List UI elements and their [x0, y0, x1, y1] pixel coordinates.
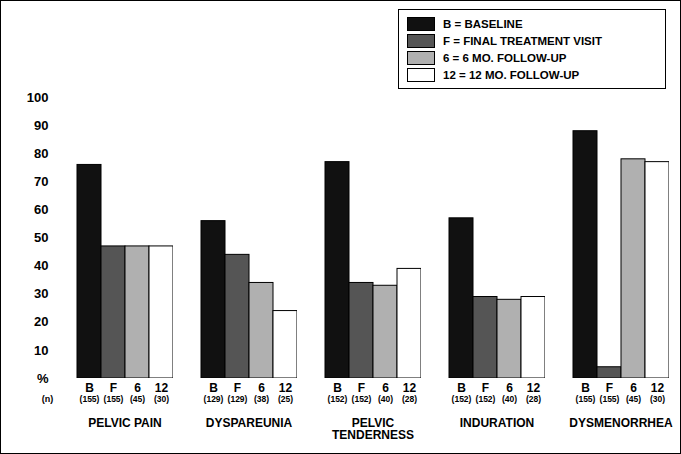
svg-text:(25): (25): [278, 394, 293, 404]
svg-text:B: B: [209, 381, 218, 395]
svg-text:B: B: [333, 381, 342, 395]
svg-text:6: 6: [506, 381, 513, 395]
svg-text:90: 90: [34, 118, 48, 133]
html-text:12 = 12 MO. FOLLOW-UP: 12 = 12 MO. FOLLOW-UP: [443, 68, 580, 81]
html-text:B = BASELINE: B = BASELINE: [443, 17, 523, 30]
svg-text:(152): (152): [328, 394, 348, 404]
svg-text:PELVICTENDERNESS: PELVICTENDERNESS: [332, 416, 414, 442]
svg-text:(n): (n): [42, 394, 54, 404]
svg-text:6: 6: [258, 381, 265, 395]
svg-text:10: 10: [34, 343, 48, 358]
svg-text:(45): (45): [130, 394, 145, 404]
svg-text:PELVIC PAIN: PELVIC PAIN: [88, 416, 162, 430]
html-text:F = FINAL TREATMENT VISIT: F = FINAL TREATMENT VISIT: [443, 34, 602, 47]
svg-text:DYSPAREUNIA: DYSPAREUNIA: [206, 416, 293, 430]
svg-text:30: 30: [34, 286, 48, 301]
svg-text:40: 40: [34, 258, 48, 273]
html-text:6 = 6 MO. FOLLOW-UP: 6 = 6 MO. FOLLOW-UP: [443, 51, 567, 64]
svg-text:F: F: [234, 381, 241, 395]
svg-text:6: 6: [134, 381, 141, 395]
svg-text:DYSMENORRHEA: DYSMENORRHEA: [569, 416, 673, 430]
svg-text:F: F: [358, 381, 365, 395]
svg-text:12: 12: [403, 381, 417, 395]
svg-text:80: 80: [34, 146, 48, 161]
svg-text:(155): (155): [600, 394, 620, 404]
svg-text:60: 60: [34, 202, 48, 217]
svg-text:(28): (28): [402, 394, 417, 404]
svg-text:(30): (30): [154, 394, 169, 404]
svg-text:(129): (129): [204, 394, 224, 404]
svg-text:(38): (38): [254, 394, 269, 404]
svg-text:INDURATION: INDURATION: [460, 416, 534, 430]
svg-text:(45): (45): [626, 394, 641, 404]
svg-text:(30): (30): [650, 394, 665, 404]
svg-text:(129): (129): [228, 394, 248, 404]
svg-text:F: F: [482, 381, 489, 395]
svg-text:(155): (155): [104, 394, 124, 404]
svg-text:F: F: [606, 381, 613, 395]
svg-text:B: B: [457, 381, 466, 395]
svg-text:12: 12: [527, 381, 541, 395]
svg-text:(155): (155): [80, 394, 100, 404]
svg-text:12: 12: [651, 381, 665, 395]
svg-text:B: B: [581, 381, 590, 395]
svg-text:B: B: [85, 381, 94, 395]
svg-text:12: 12: [155, 381, 169, 395]
svg-text:F: F: [110, 381, 117, 395]
svg-text:6: 6: [630, 381, 637, 395]
svg-text:(28): (28): [526, 394, 541, 404]
svg-text:(40): (40): [502, 394, 517, 404]
svg-text:70: 70: [34, 174, 48, 189]
svg-text:6: 6: [382, 381, 389, 395]
svg-text:50: 50: [34, 230, 48, 245]
svg-text:%: %: [37, 371, 49, 386]
svg-text:(40): (40): [378, 394, 393, 404]
svg-text:100: 100: [27, 90, 49, 105]
svg-text:20: 20: [34, 314, 48, 329]
svg-text:(152): (152): [452, 394, 472, 404]
svg-text:(152): (152): [476, 394, 496, 404]
svg-text:(155): (155): [576, 394, 596, 404]
svg-text:12: 12: [279, 381, 293, 395]
svg-text:(152): (152): [352, 394, 372, 404]
